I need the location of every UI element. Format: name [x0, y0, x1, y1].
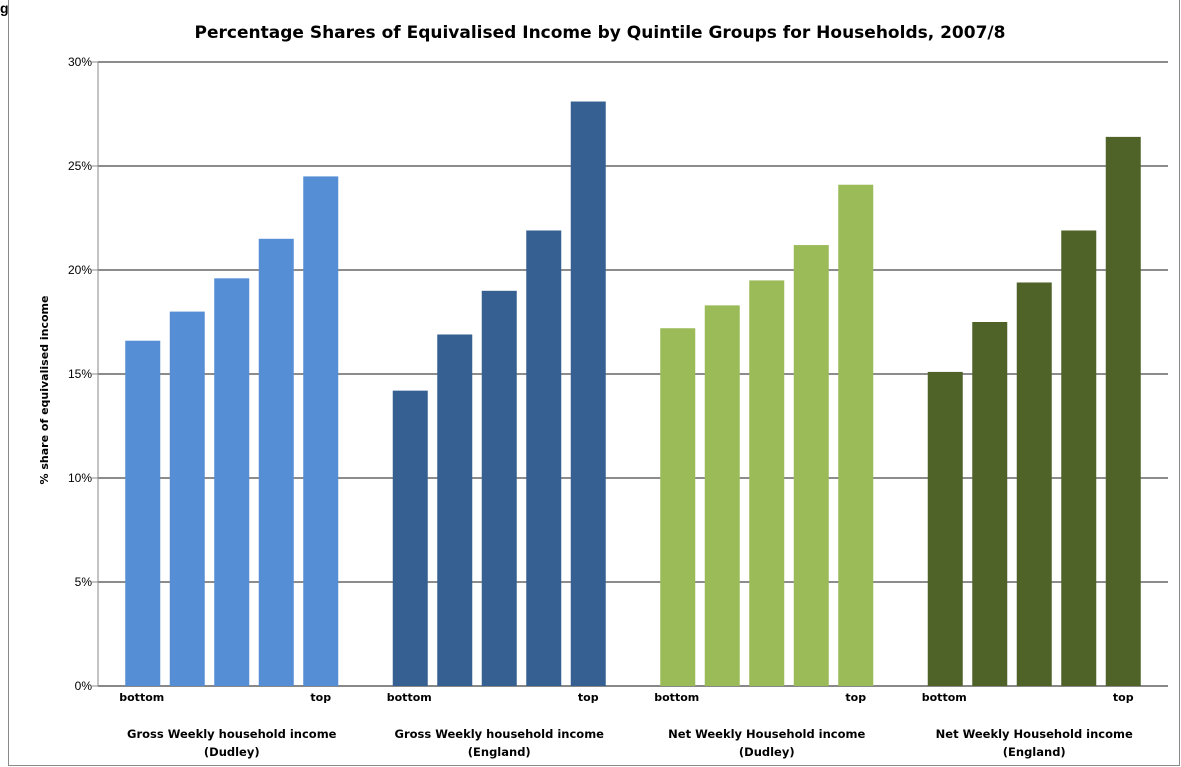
end-labels: bottom top bottom top bottom top bottom top [119, 691, 1133, 704]
chart-title: Percentage Shares of Equivalised Income … [195, 23, 1006, 43]
group-label-line1: Net Weekly Household income [668, 727, 865, 741]
bars [125, 101, 1141, 687]
y-axis-label: % share of equivalised income [38, 296, 51, 485]
y-axis-ticks: 0% 5% 10% 15% 20% 25% 30% [68, 55, 92, 693]
bottom-label: bottom [119, 691, 164, 704]
bar [972, 322, 1008, 686]
y-tick-label: 30% [68, 55, 92, 69]
group-label-line1: Net Weekly Household income [936, 727, 1133, 741]
y-tick-label: 10% [68, 471, 92, 485]
bar [481, 290, 517, 686]
bottom-label: bottom [922, 691, 967, 704]
bar [704, 305, 740, 686]
bar [1016, 282, 1052, 686]
bar [303, 176, 339, 686]
bar [660, 328, 696, 686]
bar [570, 101, 606, 686]
bar [169, 311, 205, 686]
bar [392, 390, 428, 686]
top-label: top [845, 691, 866, 704]
bar [258, 238, 294, 687]
bottom-label: bottom [387, 691, 432, 704]
bar [125, 340, 161, 686]
y-tick-label: 15% [68, 367, 92, 381]
y-tick-label: 20% [68, 263, 92, 277]
bar [927, 371, 963, 686]
bar [838, 184, 874, 686]
bar [526, 230, 562, 687]
y-tick-label: 25% [68, 159, 92, 173]
top-label: top [310, 691, 331, 704]
group-label-line2: (Dudley) [204, 745, 260, 759]
bar [1105, 136, 1141, 686]
group-label-line2: (England) [1003, 745, 1066, 759]
top-label: top [1113, 691, 1134, 704]
y-tick-label: 5% [75, 575, 93, 589]
bottom-label: bottom [654, 691, 699, 704]
bar [749, 280, 785, 686]
group-label-line1: Gross Weekly household income [395, 727, 605, 741]
group-label-line1: Gross Weekly household income [127, 727, 337, 741]
chart-frame [8, 0, 1180, 766]
y-tick-label: 0% [75, 679, 93, 693]
group-label-line2: (England) [468, 745, 531, 759]
bar [437, 334, 473, 686]
bar [1061, 230, 1097, 687]
group-labels: Gross Weekly household income (Dudley) Gro… [127, 727, 1133, 759]
bar [214, 278, 250, 686]
bar [793, 245, 829, 687]
top-label: top [578, 691, 599, 704]
figure-label: g [0, 0, 9, 16]
group-label-line2: (Dudley) [739, 745, 795, 759]
